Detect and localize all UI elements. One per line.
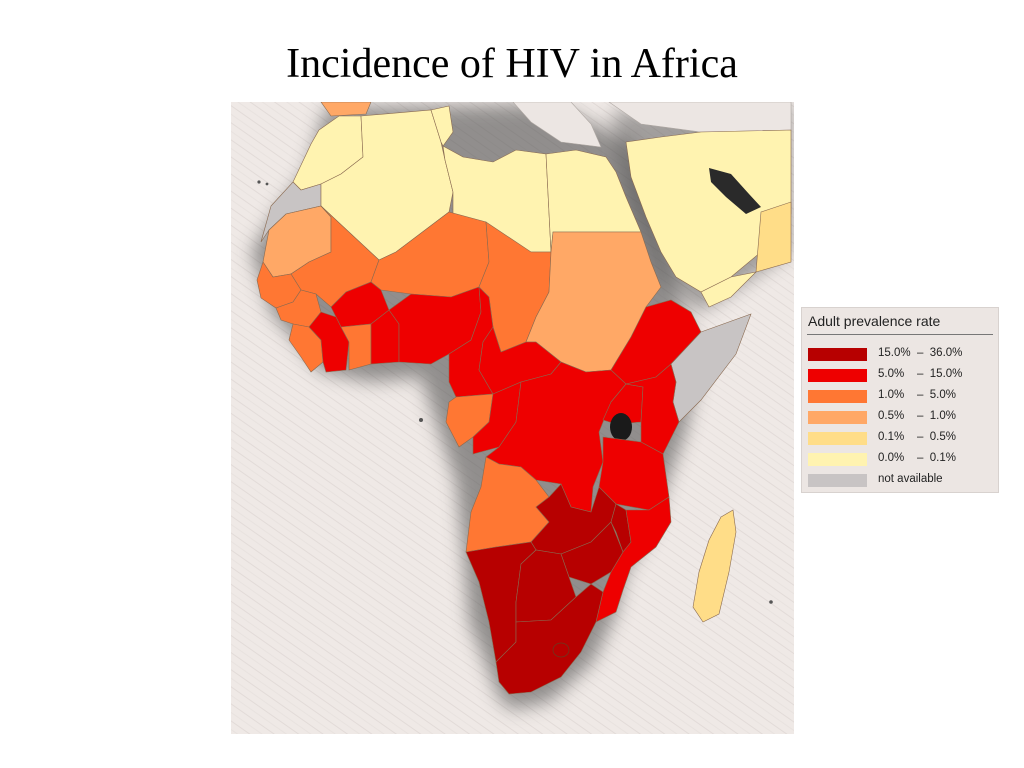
legend-label: 0.1% – 0.5% [878,431,956,443]
legend-swatch [808,453,867,466]
legend-item: 0.0% – 0.1% [808,452,994,468]
legend-title: Adult prevalence rate [808,313,940,329]
legend-label: not available [878,473,943,485]
island-canary-2 [266,183,269,186]
legend-label: 15.0% – 36.0% [878,347,962,359]
island-mauritius [769,600,773,604]
legend-item: 0.5% – 1.0% [808,410,994,426]
legend: Adult prevalence rate 15.0% – 36.0% 5.0% … [801,307,999,493]
legend-swatch [808,474,867,487]
legend-item: 5.0% – 15.0% [808,368,994,384]
legend-swatch [808,411,867,424]
legend-swatch [808,390,867,403]
legend-item: 0.1% – 0.5% [808,431,994,447]
legend-swatch [808,432,867,445]
legend-label: 0.5% – 1.0% [878,410,956,422]
legend-label: 1.0% – 5.0% [878,389,956,401]
slide-title: Incidence of HIV in Africa [0,40,1024,88]
island-sao-tome [419,418,423,422]
region-oman [756,202,791,272]
legend-swatch [808,369,867,382]
africa-map [231,102,794,734]
island-canary [257,180,260,183]
legend-item: not available [808,473,994,489]
legend-label: 0.0% – 0.1% [878,452,956,464]
legend-swatch [808,348,867,361]
legend-item: 1.0% – 5.0% [808,389,994,405]
legend-divider [807,334,993,335]
region-lesotho [553,643,569,657]
legend-item: 15.0% – 36.0% [808,347,994,363]
legend-label: 5.0% – 15.0% [878,368,962,380]
africa-map-svg [231,102,794,734]
lake-victoria [610,413,632,441]
